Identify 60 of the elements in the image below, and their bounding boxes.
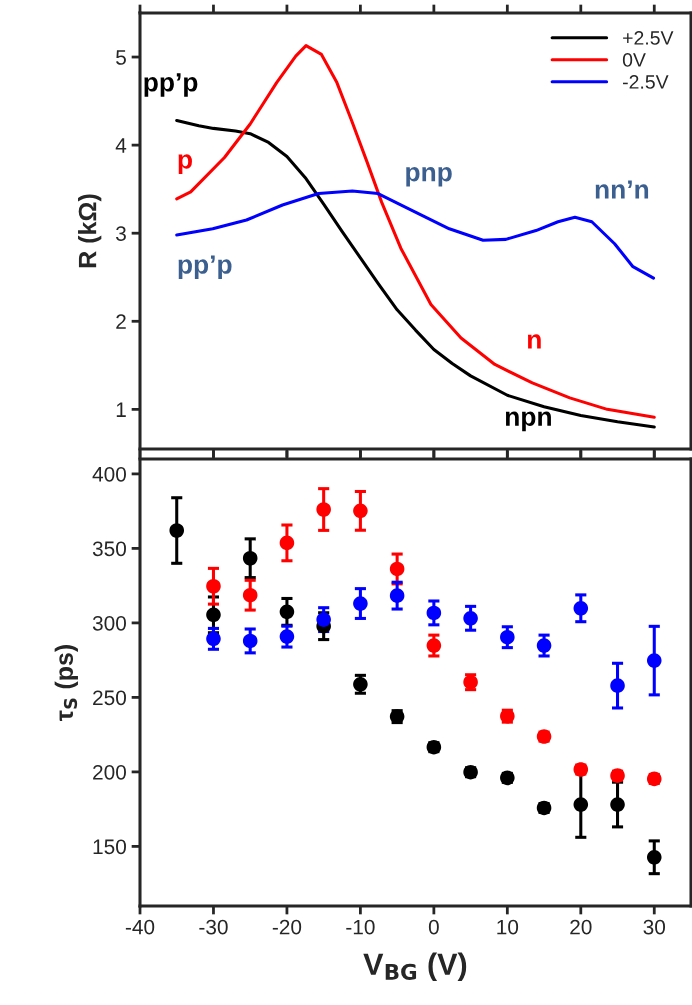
x-tick-label: -10 [346, 919, 375, 935]
y-tick-label: 400 [92, 466, 126, 482]
legend-label: -2.5V [623, 75, 669, 89]
point [389, 588, 405, 603]
point [242, 633, 258, 649]
y-tick-label: 5 [116, 50, 126, 65]
annotation: pp’p [178, 255, 232, 280]
annotation: p [178, 154, 192, 174]
y-tick-label: 3 [116, 226, 126, 241]
x-tick-label: -40 [125, 919, 155, 935]
point [353, 677, 368, 692]
point [206, 631, 221, 647]
legend-label: +2.5V [623, 31, 674, 45]
point [426, 605, 442, 621]
point [463, 611, 478, 626]
point [610, 678, 625, 693]
point [353, 503, 368, 519]
annotation: n [527, 334, 541, 349]
point [279, 535, 295, 551]
point [279, 604, 295, 620]
y-tick-label: 350 [92, 541, 126, 557]
point [646, 849, 662, 865]
x-tick-label: 10 [497, 919, 519, 935]
point [573, 797, 589, 812]
point [242, 550, 258, 566]
point [279, 629, 295, 644]
point [500, 629, 515, 645]
y-axis-title: R (kΩ) [78, 194, 102, 268]
x-tick-label: 0 [428, 919, 439, 935]
point [353, 596, 368, 611]
annotation: pnp [406, 166, 452, 187]
x-tick-label: -20 [272, 919, 302, 935]
point [426, 638, 442, 653]
y-tick-label: 4 [115, 138, 127, 153]
point [573, 601, 589, 616]
point [316, 502, 331, 517]
y-tick-label: 300 [92, 615, 126, 631]
y-tick-label: 250 [93, 690, 126, 706]
y-tick-label: 1 [116, 402, 126, 417]
point [169, 523, 185, 538]
point [206, 578, 221, 594]
y-tick-label: 200 [93, 764, 126, 780]
x-tick-label: 20 [570, 919, 592, 935]
point [389, 561, 405, 577]
point [316, 612, 331, 627]
x-axis-title: V$_{BG}$ (V) [363, 952, 467, 981]
annotation: nn’n [595, 180, 649, 199]
point [536, 638, 552, 653]
x-tick-label: 30 [643, 919, 666, 935]
x-tick-label: -30 [199, 919, 228, 935]
point [242, 587, 258, 603]
y-tick-label: 2 [116, 314, 126, 329]
annotation: npn [505, 411, 551, 432]
legend-label: 0V [622, 53, 646, 67]
annotation: pp’p [144, 73, 198, 97]
y-tick-label: 150 [93, 839, 126, 855]
point [646, 653, 662, 668]
point [206, 607, 221, 623]
point [610, 797, 625, 812]
y-axis-title: τ$_{S}$ (ps) [54, 645, 78, 722]
